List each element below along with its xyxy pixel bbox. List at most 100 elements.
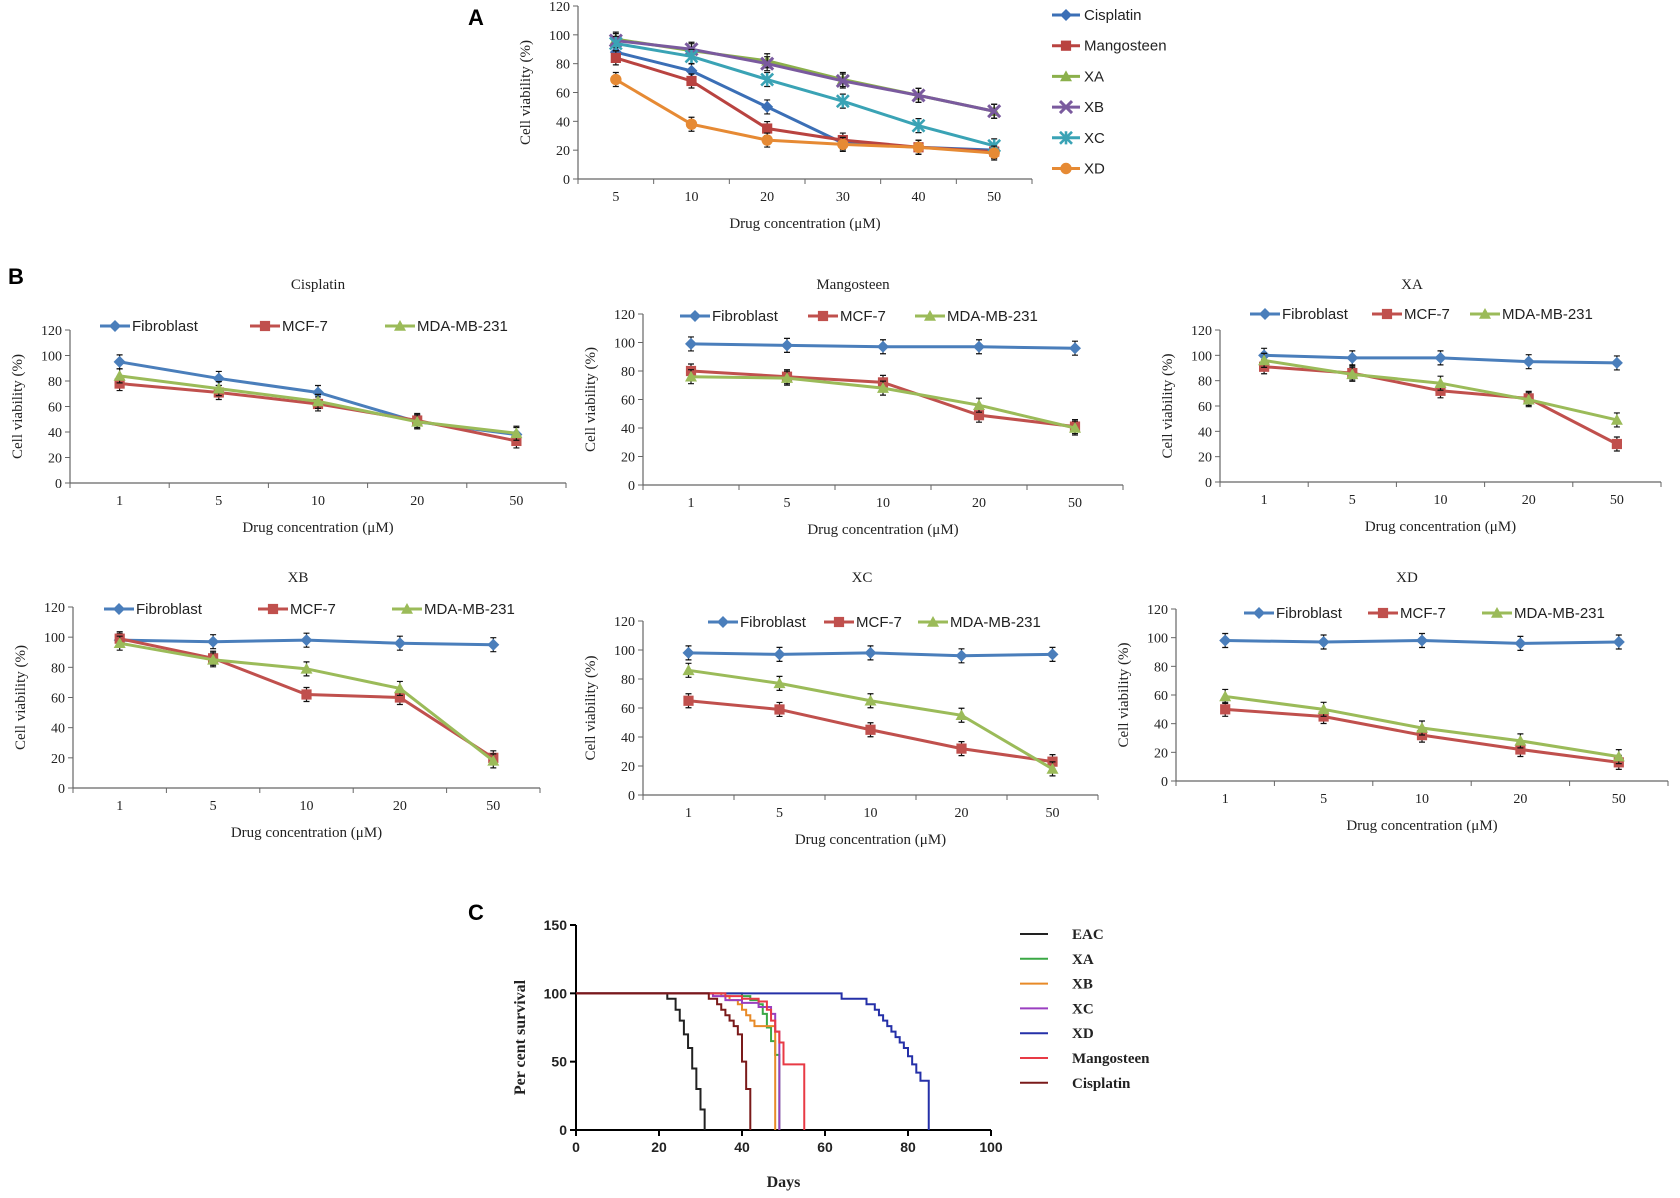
y-tick-label: 0: [628, 479, 635, 494]
legend-label: MDA-MB-231: [1514, 605, 1605, 622]
legend-swatch-marker: [1491, 607, 1503, 618]
y-tick-label: 120: [1147, 603, 1168, 618]
legend-label: MDA-MB-231: [950, 614, 1041, 631]
series-mda-mb-231: MDA-MB-231: [682, 614, 1059, 777]
survival-step-line: [576, 992, 781, 1130]
y-tick-label: 20: [556, 144, 570, 159]
y-tick-label: 40: [48, 426, 62, 441]
legend-label: Cisplatin: [1084, 7, 1142, 24]
data-point: [781, 372, 793, 383]
y-tick-label: 20: [621, 760, 635, 775]
data-point: [877, 382, 889, 393]
y-tick-label: 40: [1198, 425, 1212, 440]
data-point: [1219, 690, 1232, 702]
legend-label: XD: [1072, 1026, 1094, 1042]
y-tick-label: 20: [621, 451, 635, 466]
data-point: [487, 638, 500, 651]
x-axis-label: Drug concentration (μM): [807, 522, 958, 538]
y-axis-label: Cell viability (%): [583, 656, 599, 761]
x-tick-label: 5: [210, 799, 217, 814]
x-axis-label: Drug concentration (μM): [1365, 519, 1516, 535]
legend-swatch-marker: [267, 603, 279, 615]
data-point: [955, 709, 968, 721]
legend-label: Fibroblast: [712, 308, 779, 325]
x-axis-label: Drug concentration (μM): [729, 216, 880, 232]
y-tick-label: 120: [44, 601, 65, 616]
legend-swatch-marker: [1377, 607, 1389, 619]
series-xd: XD: [610, 71, 1105, 178]
x-tick-label: 5: [1320, 792, 1327, 807]
series-xb: XB: [608, 33, 1104, 119]
chart-title: XC: [852, 570, 873, 586]
data-point: [911, 88, 926, 103]
chart-title: Mangosteen: [816, 277, 890, 293]
series-xc: XC: [608, 35, 1105, 154]
y-tick-label: 100: [614, 644, 635, 659]
x-tick-label: 5: [1349, 493, 1356, 508]
y-tick-label: 120: [41, 324, 62, 339]
data-point: [393, 637, 406, 650]
y-tick-label: 80: [621, 673, 635, 688]
data-point: [685, 337, 697, 350]
x-tick-label: 10: [876, 496, 890, 511]
y-tick-label: 60: [1198, 400, 1212, 415]
legend-label: EAC: [1072, 927, 1104, 943]
series-line: [615, 78, 995, 155]
series-fibroblast: Fibroblast: [682, 614, 1059, 664]
y-tick-label: 80: [556, 58, 570, 73]
y-tick-label: 20: [1198, 451, 1212, 466]
y-tick-label: 60: [1154, 689, 1168, 704]
data-point: [207, 635, 220, 648]
data-point: [865, 724, 876, 735]
y-axis-label: Cell viability (%): [583, 347, 599, 452]
legend-label: MCF-7: [856, 614, 902, 631]
y-tick-label: 0: [563, 173, 570, 188]
chart-title: Cisplatin: [291, 277, 346, 293]
x-tick-label: 50: [1612, 792, 1626, 807]
legend-swatch-marker: [394, 320, 406, 331]
series-line: [615, 39, 995, 113]
data-point: [1346, 368, 1359, 380]
survival-step-line: [576, 992, 781, 1130]
legend-swatch-marker: [259, 320, 271, 332]
legend-label: XC: [1072, 1001, 1094, 1017]
data-point: [394, 692, 405, 703]
y-tick-label: 100: [44, 631, 65, 646]
data-point: [312, 395, 324, 407]
y-tick-label: 120: [1191, 324, 1212, 339]
data-point: [1317, 635, 1330, 648]
series-mda-mb-231: MDA-MB-231: [113, 601, 515, 769]
data-point: [760, 56, 775, 71]
x-tick-label: 50: [1046, 806, 1060, 821]
x-tick-label: 80: [900, 1139, 916, 1155]
data-point: [837, 138, 849, 151]
legend-label: Fibroblast: [132, 318, 199, 335]
data-point: [301, 689, 312, 700]
series-fibroblast: Fibroblast: [100, 318, 523, 443]
data-point: [1069, 342, 1081, 355]
data-point: [685, 118, 698, 130]
chart-title: XA: [1401, 277, 1423, 293]
data-point: [1434, 377, 1447, 388]
y-tick-label: 0: [1205, 476, 1212, 491]
series-line: [615, 42, 995, 148]
legend-swatch-marker: [1060, 9, 1072, 21]
x-tick-label: 20: [972, 496, 986, 511]
legend-swatch-marker: [1259, 308, 1271, 320]
y-tick-label: 40: [621, 731, 635, 746]
legend-swatch-marker: [1059, 130, 1073, 145]
series-fibroblast: Fibroblast: [1219, 605, 1625, 651]
line-chart-3: 0 20 40 60 80 100 120 1 5 10 20 50 Drug concentratio…: [583, 277, 1124, 538]
x-axis-label: Drug concentration (μM): [242, 520, 393, 536]
y-tick-label: 80: [1198, 375, 1212, 390]
series-mda-mb-231: MDA-MB-231: [685, 308, 1081, 436]
y-tick-label: 0: [55, 477, 62, 492]
y-tick-label: 60: [51, 692, 65, 707]
x-tick-label: 50: [987, 190, 1001, 205]
x-tick-label: 10: [1434, 493, 1448, 508]
data-point: [1522, 355, 1535, 368]
data-point: [760, 72, 775, 87]
data-point: [1611, 438, 1622, 450]
